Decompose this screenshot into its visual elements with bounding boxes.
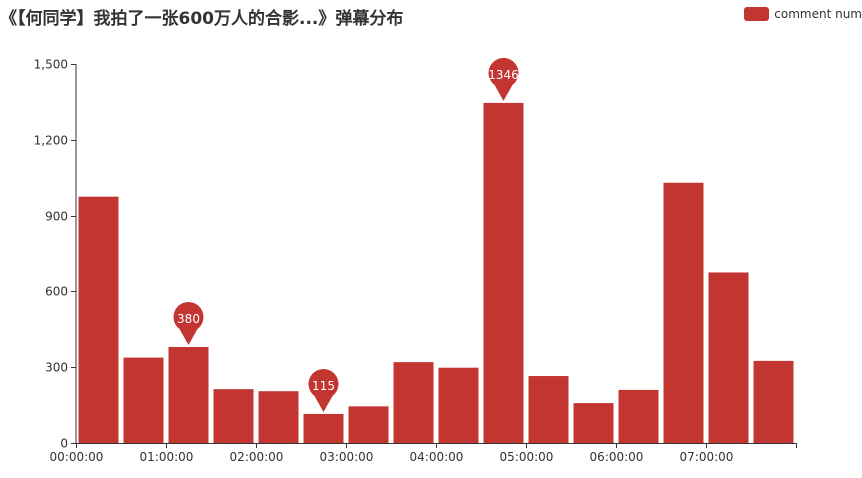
bar-series — [78, 102, 794, 443]
y-tick-label: 600 — [45, 285, 68, 299]
chart-title: 《【何同学】我拍了一张600万人的合影...》弹幕分布 — [0, 9, 404, 29]
bar — [348, 406, 389, 443]
bar — [708, 272, 749, 443]
bar — [753, 360, 794, 443]
x-tick-label: 05:00:00 — [500, 450, 554, 464]
legend-swatch — [744, 7, 770, 21]
y-tick-label: 300 — [45, 361, 68, 375]
bar — [168, 346, 209, 443]
bar — [483, 102, 524, 443]
markpoint-pin — [488, 57, 519, 101]
markpoint-label: 380 — [177, 312, 200, 326]
x-tick-label: 07:00:00 — [680, 450, 734, 464]
y-tick-label: 0 — [60, 437, 68, 451]
bar — [258, 391, 299, 443]
bar — [573, 403, 614, 443]
bar — [618, 389, 659, 443]
x-tick-label: 04:00:00 — [410, 450, 464, 464]
bar — [393, 362, 434, 443]
markpoint-pin — [308, 368, 339, 412]
markpoint-label: 1346 — [488, 68, 519, 82]
y-tick-label: 900 — [45, 210, 68, 224]
legend[interactable]: comment num — [744, 7, 862, 21]
bar — [438, 367, 479, 443]
y-tick-label: 1,200 — [34, 134, 68, 148]
bar — [78, 196, 119, 443]
bar — [123, 357, 164, 443]
bar — [663, 182, 704, 443]
bar — [213, 389, 254, 443]
bar — [528, 376, 569, 443]
y-tick-label: 1,500 — [34, 58, 68, 72]
x-tick-label: 03:00:00 — [320, 450, 374, 464]
y-axis: 0 300 600 900 1,200 1,500 — [34, 58, 77, 451]
x-tick-label: 06:00:00 — [590, 450, 644, 464]
x-axis: 00:00:00 01:00:00 02:00:00 03:00:00 04:00:00… — [50, 443, 797, 464]
markpoint-pins: 380 115 1346 — [173, 57, 519, 412]
legend-label: comment num — [774, 7, 862, 21]
markpoint-pin — [173, 301, 204, 345]
x-tick-label: 00:00:00 — [50, 450, 104, 464]
markpoint-label: 115 — [312, 379, 335, 393]
bar — [303, 413, 344, 443]
x-tick-label: 01:00:00 — [140, 450, 194, 464]
x-tick-label: 02:00:00 — [230, 450, 284, 464]
